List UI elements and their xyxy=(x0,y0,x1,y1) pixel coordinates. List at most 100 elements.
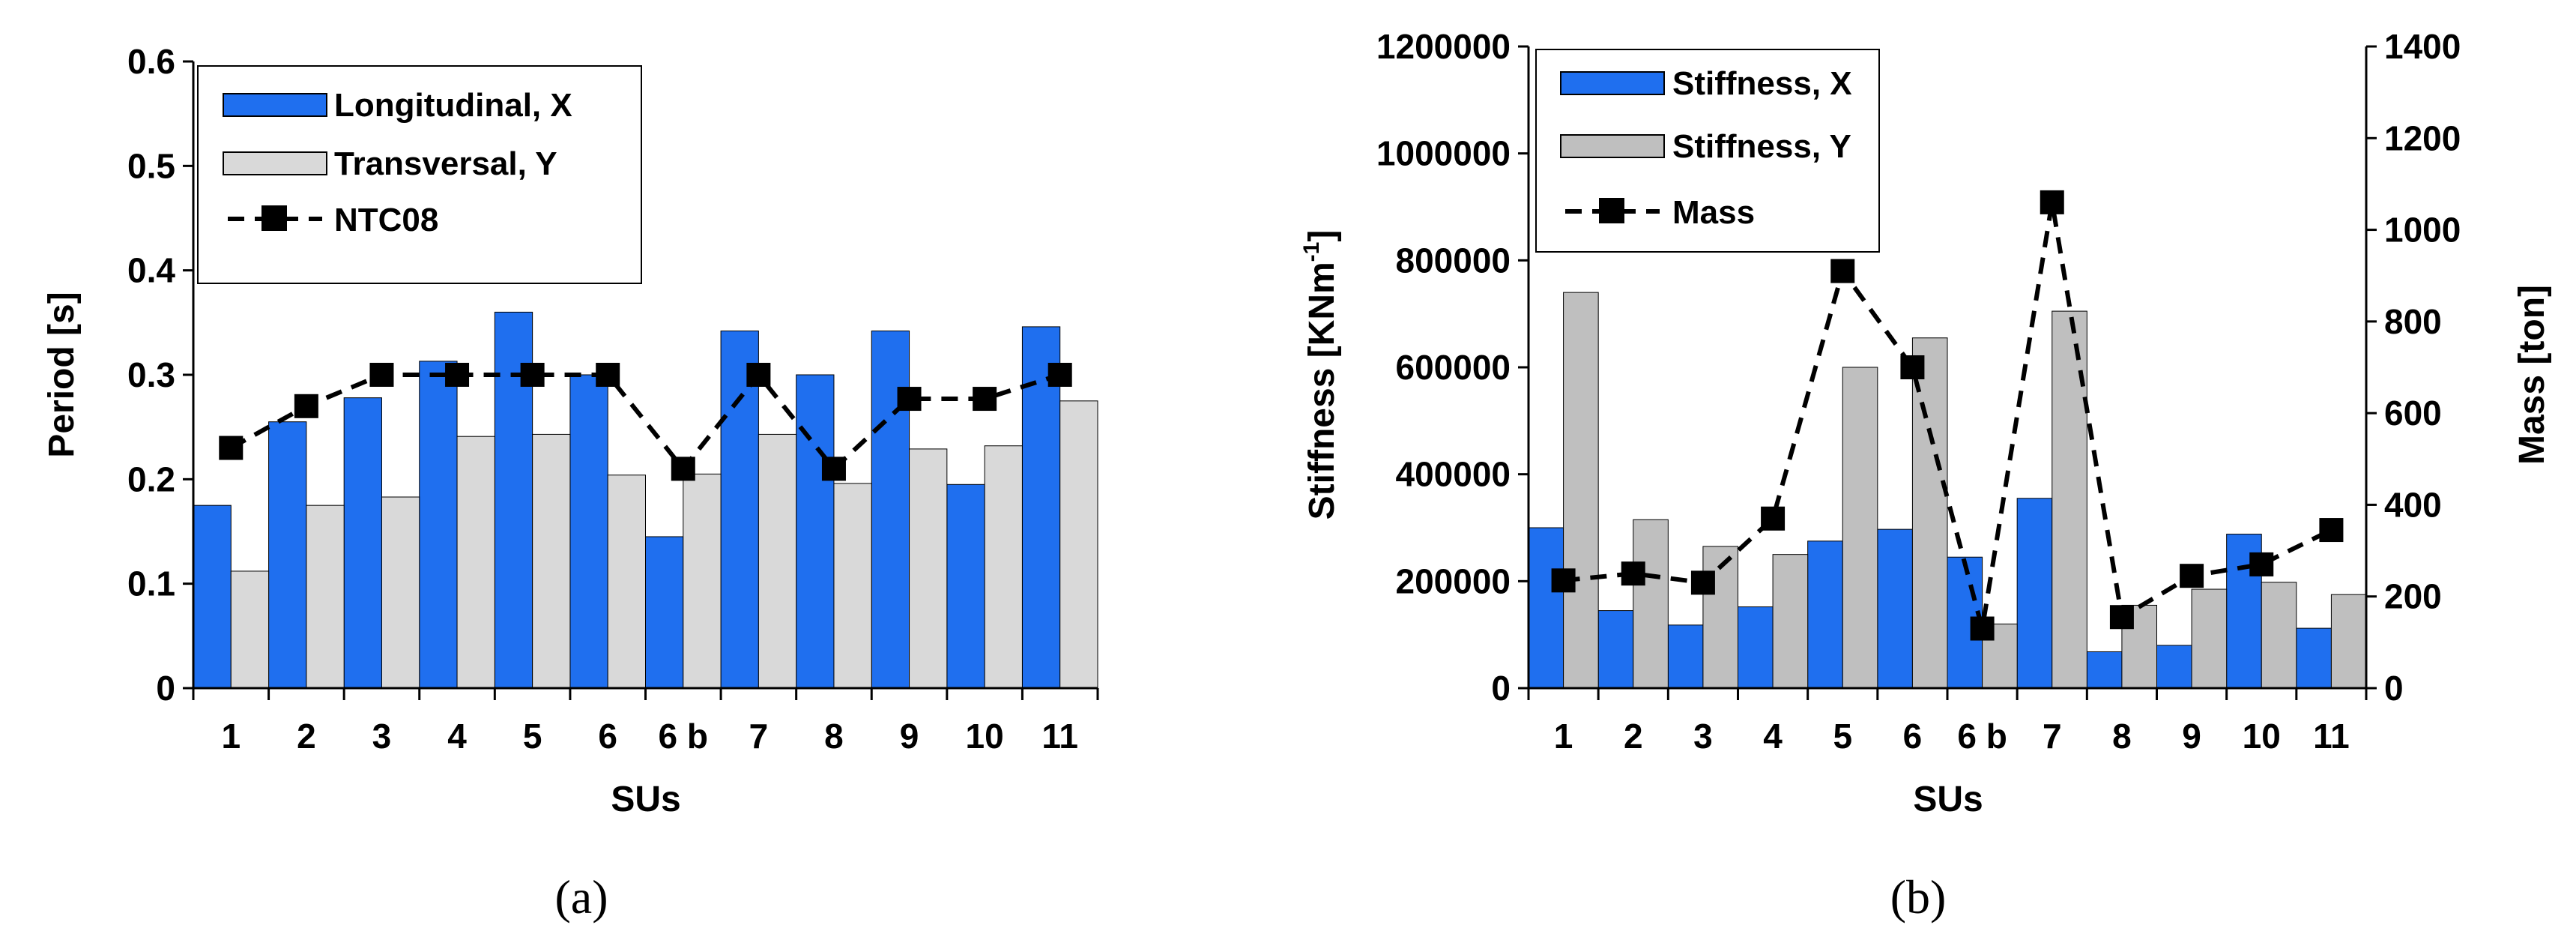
y-tick-label: 800000 xyxy=(1396,241,1511,280)
chart-a-period: 0 0.1 0.2 0.3 0.4 0.5 0.6 1 2 3 4 5 6 6 b 7 8 9 10 11 SUs… xyxy=(42,42,1099,924)
marker-ntc08-8 xyxy=(821,457,846,481)
chart-b-y-title: Stiffness [KNm-1] xyxy=(1299,230,1342,520)
bar-stiffness-y-10 xyxy=(2261,582,2297,689)
marker-mass-5 xyxy=(1830,259,1855,283)
legend-swatch-longitudinal xyxy=(223,93,327,117)
y-tick-label: 0.3 xyxy=(127,355,175,394)
x-tick-label: 9 xyxy=(900,717,919,756)
marker-mass-10 xyxy=(2249,552,2274,576)
marker-mass-8 xyxy=(2109,605,2134,630)
x-tick-label: 1 xyxy=(1554,717,1573,756)
x-tick-label: 7 xyxy=(749,717,769,756)
bar-stiffness-x-8 xyxy=(2086,651,2123,689)
legend-label-stiffness-x: Stiffness, X xyxy=(1672,65,1852,102)
x-tick-label: 6 b xyxy=(1957,717,2007,756)
bar-longitudinal-x-3 xyxy=(343,397,382,689)
marker-mass-1 xyxy=(1551,568,1576,593)
x-tick-label: 11 xyxy=(1041,717,1078,756)
y-tick-label: 0 xyxy=(1491,669,1511,708)
legend-swatch-stiffness-x xyxy=(1560,71,1665,95)
bar-stiffness-y-11 xyxy=(2330,594,2367,689)
bar-transversal-y-3 xyxy=(381,496,420,689)
bar-stiffness-x-11 xyxy=(2296,627,2332,689)
bar-transversal-y-8 xyxy=(833,483,872,689)
chart-b-y2-title: Mass [ton] xyxy=(2512,285,2552,465)
bar-transversal-y-7 xyxy=(758,433,797,689)
marker-mass-9 xyxy=(2180,564,2204,588)
x-tick-label: 2 xyxy=(297,717,316,756)
bar-transversal-y-2 xyxy=(306,504,345,689)
x-tick-label: 4 xyxy=(447,717,467,756)
x-tick-label: 6 b xyxy=(659,717,708,756)
marker-ntc08-6-b xyxy=(671,457,695,481)
marker-mass-6 xyxy=(1900,355,1925,379)
chart-b-bars xyxy=(1528,292,2367,689)
bar-stiffness-y-1 xyxy=(1563,292,1599,689)
y-tick-label: 600000 xyxy=(1396,348,1511,387)
chart-b-x-ticks: 1 2 3 4 5 6 6 b 7 8 9 10 11 xyxy=(1527,688,2368,756)
y-tick-label: 200000 xyxy=(1396,561,1511,600)
legend-swatch-transversal xyxy=(223,151,327,175)
bar-stiffness-x-2 xyxy=(1597,610,1634,689)
legend-marker-mass xyxy=(1599,198,1624,223)
y2-tick-label: 600 xyxy=(2384,394,2442,433)
x-tick-label: 9 xyxy=(2182,717,2201,756)
marker-mass-7 xyxy=(2040,190,2064,214)
bar-longitudinal-x-4 xyxy=(419,361,458,689)
marker-mass-3 xyxy=(1690,570,1715,595)
x-tick-label: 6 xyxy=(598,717,617,756)
chart-b-line xyxy=(1551,190,2344,641)
chart-b-y-title-end: ] xyxy=(1302,230,1342,242)
legend-label-transversal: Transversal, Y xyxy=(334,145,557,182)
marker-ntc08-6 xyxy=(596,363,620,387)
chart-b-y2-ticks: 0 200 400 600 800 1000 1200 1400 xyxy=(2366,27,2461,708)
x-tick-label: 2 xyxy=(1624,717,1643,756)
marker-ntc08-4 xyxy=(445,363,470,387)
marker-ntc08-1 xyxy=(219,436,244,460)
bar-longitudinal-x-9 xyxy=(871,330,910,689)
bar-longitudinal-x-7 xyxy=(720,330,759,689)
bar-transversal-y-5 xyxy=(532,433,571,689)
y2-tick-label: 1400 xyxy=(2384,27,2461,66)
marker-mass-11 xyxy=(2319,518,2344,543)
bar-longitudinal-x-8 xyxy=(796,374,835,689)
x-tick-label: 3 xyxy=(372,717,392,756)
legend-label-ntc08: NTC08 xyxy=(334,202,438,238)
y2-tick-label: 1200 xyxy=(2384,118,2461,157)
y-tick-label: 1200000 xyxy=(1376,27,1511,66)
bar-stiffness-x-9 xyxy=(2156,645,2192,689)
bar-transversal-y-1 xyxy=(230,570,270,689)
y2-tick-label: 200 xyxy=(2384,577,2442,616)
x-tick-label: 8 xyxy=(2112,717,2132,756)
chart-b-legend: Stiffness, X Stiffness, Y Mass xyxy=(1535,49,1880,253)
legend-marker-ntc08 xyxy=(261,205,287,231)
marker-mass-2 xyxy=(1621,561,1645,586)
y2-tick-label: 800 xyxy=(2384,302,2442,341)
y2-tick-label: 400 xyxy=(2384,485,2442,524)
bar-transversal-y-6-b xyxy=(683,473,722,689)
line-ntc08 xyxy=(229,371,1061,473)
x-tick-label: 10 xyxy=(966,717,1004,756)
chart-a-bars xyxy=(193,311,1098,689)
chart-a-x-title: SUs xyxy=(611,780,680,819)
y2-tick-label: 1000 xyxy=(2384,211,2461,250)
bar-stiffness-x-3 xyxy=(1667,624,1704,689)
bar-stiffness-x-5 xyxy=(1807,540,1843,689)
y-tick-label: 400000 xyxy=(1396,455,1511,494)
chart-a-y-ticks: 0 0.1 0.2 0.3 0.4 0.5 0.6 xyxy=(127,42,193,708)
x-tick-label: 8 xyxy=(824,717,844,756)
x-tick-label: 11 xyxy=(2313,717,2350,756)
chart-b-y-title-main: Stiffness [KNm xyxy=(1302,262,1342,519)
legend-label-longitudinal: Longitudinal, X xyxy=(334,87,572,124)
bar-stiffness-y-4 xyxy=(1772,554,1809,689)
marker-ntc08-3 xyxy=(369,363,394,387)
bar-transversal-y-4 xyxy=(456,436,495,689)
x-tick-label: 6 xyxy=(1903,717,1923,756)
marker-mass-6-b xyxy=(1970,616,1995,641)
marker-ntc08-11 xyxy=(1047,363,1072,387)
y-tick-label: 0.2 xyxy=(127,460,175,498)
bar-stiffness-y-2 xyxy=(1633,519,1669,689)
bar-stiffness-x-6 xyxy=(1877,528,1913,689)
x-tick-label: 5 xyxy=(523,717,542,756)
